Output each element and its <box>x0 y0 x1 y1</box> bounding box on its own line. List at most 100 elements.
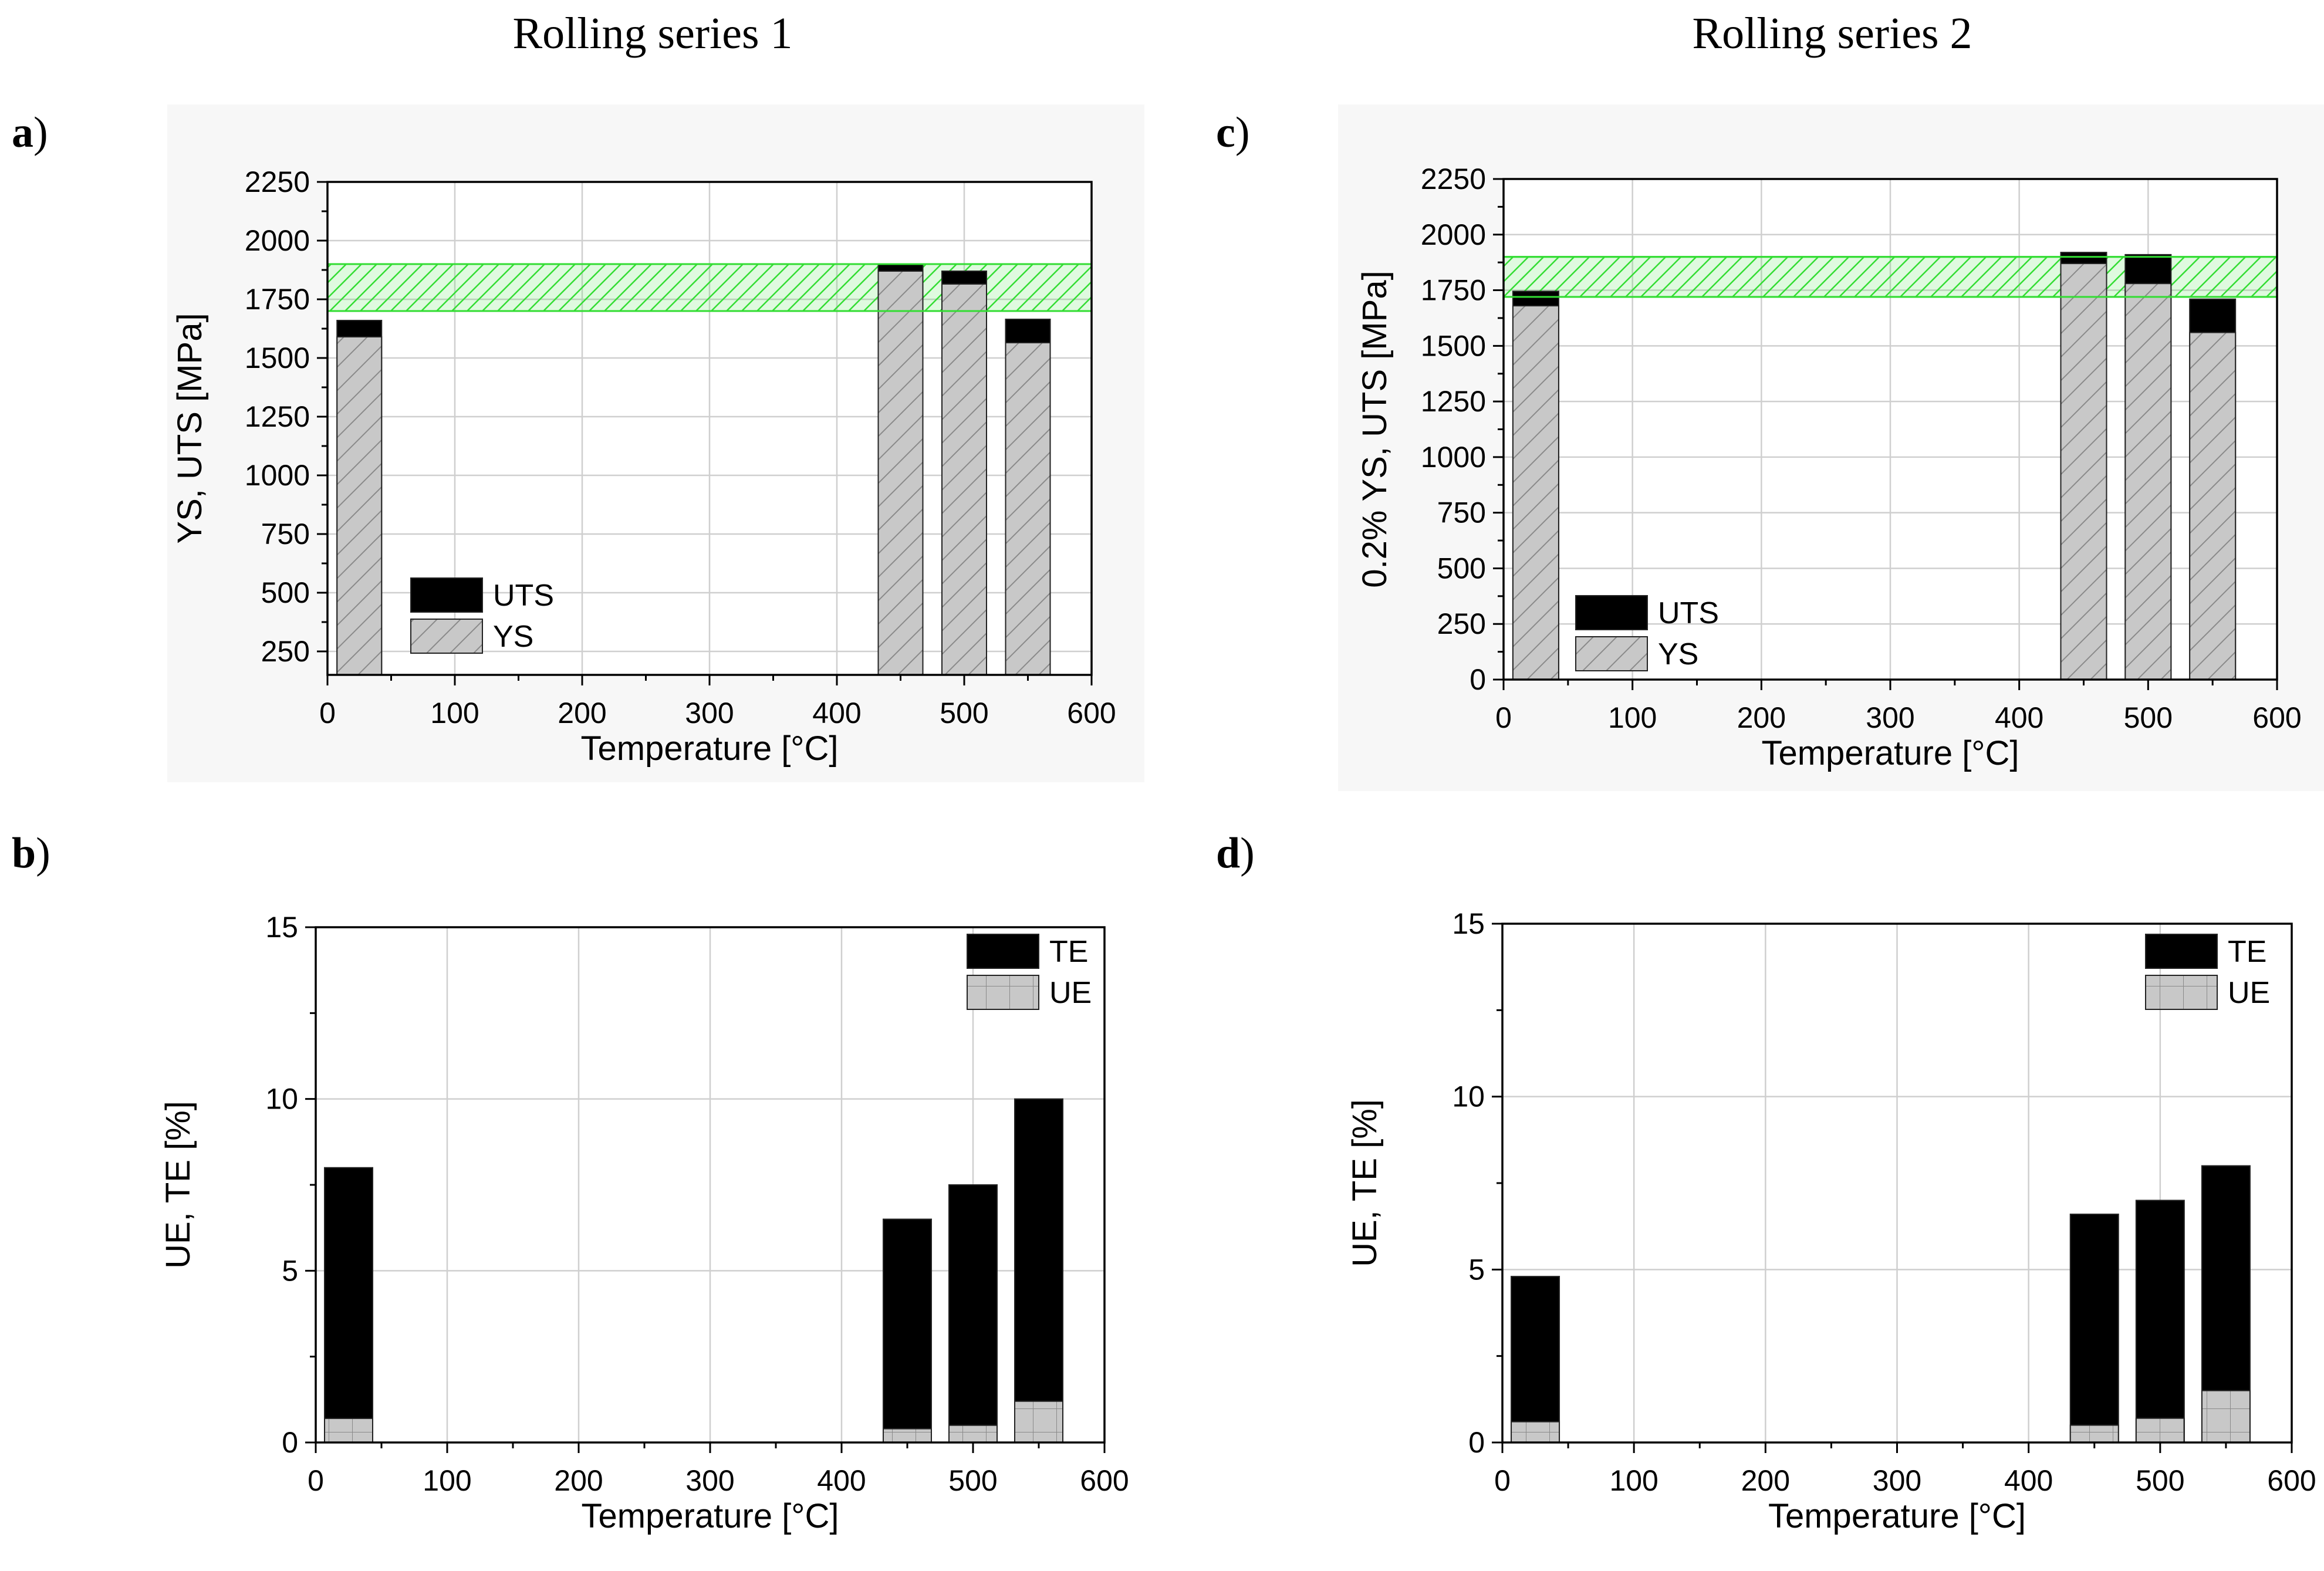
y-tick-label-a: 750 <box>261 518 310 550</box>
y-tick-label-c: 0 <box>1470 663 1486 696</box>
x-tick-label-b: 600 <box>1080 1464 1129 1497</box>
y-tick-label-c: 2250 <box>1421 163 1486 195</box>
x-tick-label-c: 500 <box>2124 701 2173 734</box>
legend-d: TE UE <box>2145 934 2270 1010</box>
y-tick-label-d: 5 <box>1468 1253 1485 1286</box>
x-tick-label-d: 500 <box>2136 1464 2184 1497</box>
x-axis-title-b: Temperature [°C] <box>581 1497 839 1535</box>
legend-swatch-ys-a <box>410 619 483 654</box>
bar-ys-450-c <box>2060 263 2107 681</box>
bar-ys-500-c <box>2124 283 2172 680</box>
y-tick-label-a: 2000 <box>245 224 310 257</box>
x-tick-label-a: 400 <box>812 697 861 729</box>
legend-label-te-d: TE <box>2228 935 2266 969</box>
x-tick-label-b: 300 <box>685 1464 734 1497</box>
bar-ue-450-b <box>883 1428 932 1444</box>
y-tick-label-c: 250 <box>1437 607 1486 640</box>
y-axis-title-b: UE, TE [%] <box>159 1101 197 1269</box>
legend-swatch-uts-a <box>410 577 483 613</box>
bar-ys-550-a <box>1005 342 1051 675</box>
x-axis-title-c: Temperature [°C] <box>1761 734 2019 772</box>
x-tick-label-d: 300 <box>1873 1464 1921 1497</box>
bar-ue-25-d <box>1511 1421 1560 1443</box>
legend-swatch-uts-c <box>1575 595 1648 630</box>
y-tick-label-d: 0 <box>1468 1426 1485 1459</box>
bar-te-550-b <box>1014 1098 1063 1443</box>
legend-b: TE UE <box>967 934 1092 1010</box>
y-axis-title-a: YS, UTS [MPa] <box>171 313 209 543</box>
bar-te-450-d <box>2069 1214 2119 1444</box>
panel-letter-b: b <box>12 829 36 877</box>
svg-text:c): c) <box>1216 109 1250 157</box>
y-axis-title-c: 0.2% YS, UTS [MPa] <box>1356 271 1394 587</box>
chart-d: 0 100 200 300 400 500 600 0 5 10 15 Temperature [°C… <box>1346 907 2316 1535</box>
legend-a: UTS YS <box>410 577 554 654</box>
y-tick-label-c: 1000 <box>1421 441 1486 474</box>
legend-swatch-te-d <box>2145 934 2218 969</box>
panel-letter-d: d <box>1216 829 1240 877</box>
x-tick-label-d: 200 <box>1741 1464 1790 1497</box>
panel-label-b: b) <box>12 829 50 877</box>
x-tick-label-b: 500 <box>948 1464 997 1497</box>
chart-a: 0 100 200 300 400 500 600 250 500 750 1000 1250 1500… <box>171 165 1116 768</box>
legend-swatch-te-b <box>967 934 1039 969</box>
x-tick-label-b: 100 <box>423 1464 471 1497</box>
legend-label-ue-b: UE <box>1049 976 1092 1010</box>
x-axis-title-d: Temperature [°C] <box>1768 1497 2026 1535</box>
y-tick-label-b: 5 <box>282 1254 298 1287</box>
y-tick-label-a: 1750 <box>245 283 310 316</box>
x-tick-label-c: 100 <box>1608 701 1657 734</box>
x-tick-label-c: 600 <box>2252 701 2301 734</box>
column-title-1: Rolling series 1 <box>512 9 792 58</box>
bar-ys-550-c <box>2189 332 2237 680</box>
legend-label-uts-a: UTS <box>493 579 554 613</box>
y-tick-label-a: 1000 <box>245 459 310 492</box>
bar-ys-500-a <box>941 283 987 675</box>
legend-label-uts-c: UTS <box>1658 596 1719 630</box>
x-tick-label-d: 100 <box>1609 1464 1658 1497</box>
x-tick-label-d: 600 <box>2267 1464 2316 1497</box>
x-tick-label-a: 600 <box>1067 697 1116 729</box>
bar-ue-550-d <box>2201 1390 2251 1444</box>
y-tick-label-c: 2000 <box>1421 218 1486 251</box>
legend-label-ys-c: YS <box>1658 637 1698 671</box>
bar-ue-500-b <box>948 1424 998 1444</box>
y-tick-label-b: 10 <box>265 1083 298 1116</box>
y-tick-label-c: 750 <box>1437 496 1486 529</box>
panel-label-d: d) <box>1216 829 1255 877</box>
bar-ue-500-d <box>2135 1417 2185 1443</box>
legend-swatch-ue-b <box>967 975 1039 1010</box>
legend-c: UTS YS <box>1575 595 1719 671</box>
bar-te-500-b <box>948 1184 998 1443</box>
panel-label-a: a) <box>12 109 48 157</box>
y-tick-label-c: 1500 <box>1421 329 1486 362</box>
y-tick-label-c: 500 <box>1437 552 1486 585</box>
y-tick-label-a: 1250 <box>245 400 310 433</box>
bar-te-450-b <box>883 1218 932 1444</box>
panel-label-c: c) <box>1216 109 1250 157</box>
bar-ys-25-c <box>1512 305 1559 680</box>
bar-ys-25-a <box>336 336 383 675</box>
y-tick-label-b: 0 <box>282 1426 298 1459</box>
y-tick-label-c: 1250 <box>1421 385 1486 418</box>
chart-b: 0 100 200 300 400 500 600 0 5 10 15 Temperature [°C… <box>159 911 1129 1535</box>
x-tick-label-b: 400 <box>817 1464 866 1497</box>
y-tick-label-d: 10 <box>1452 1080 1485 1113</box>
column-title-2: Rolling series 2 <box>1692 9 1972 58</box>
x-tick-label-c: 200 <box>1737 701 1786 734</box>
x-tick-label-c: 0 <box>1495 701 1512 734</box>
bar-ue-25-b <box>324 1418 373 1443</box>
x-tick-label-d: 400 <box>2004 1464 2053 1497</box>
bar-ys-450-a <box>877 271 924 675</box>
legend-swatch-ue-d <box>2145 975 2218 1010</box>
bar-te-25-d <box>1511 1276 1560 1444</box>
y-tick-label-b: 15 <box>265 911 298 944</box>
bar-te-500-d <box>2135 1200 2185 1443</box>
y-tick-label-a: 2250 <box>245 165 310 198</box>
legend-swatch-ys-c <box>1575 636 1648 671</box>
x-tick-label-a: 0 <box>319 697 336 729</box>
panel-letter-a: a <box>12 109 33 157</box>
x-tick-label-a: 300 <box>685 697 734 729</box>
x-tick-label-b: 200 <box>554 1464 603 1497</box>
legend-label-ys-a: YS <box>493 620 533 654</box>
